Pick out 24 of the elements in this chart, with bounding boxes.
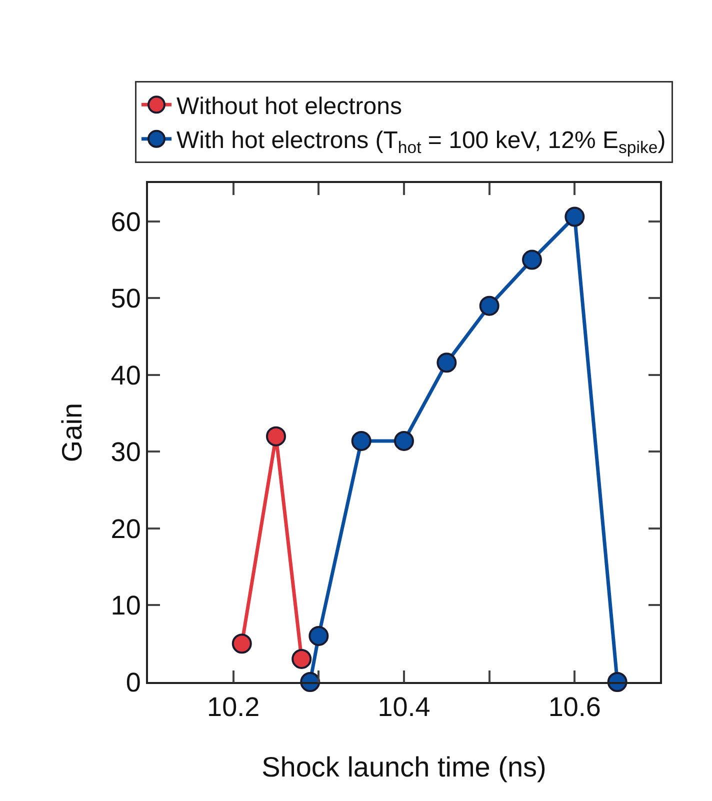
x-axis-title: Shock launch time (ns) xyxy=(262,752,546,782)
y-tick-label: 40 xyxy=(110,360,141,390)
point xyxy=(292,648,312,669)
y-tick-label: 30 xyxy=(110,437,141,468)
legend-label: With hot electrons (T$_{hot}$ = 100 keV, 12% E$_{spike}$) xyxy=(176,127,666,158)
y-tick-label: 10 xyxy=(110,590,141,621)
legend-label: Without hot electrons xyxy=(176,93,402,120)
point xyxy=(351,430,372,451)
y-tick-label: 60 xyxy=(110,206,141,237)
x-tick-label: 10.2 xyxy=(207,692,260,722)
y-axis-title: Gain xyxy=(56,402,88,462)
y-tick-label: 50 xyxy=(110,284,141,314)
point xyxy=(308,626,329,646)
y-tick-label: 0 xyxy=(126,667,141,698)
point xyxy=(479,296,500,316)
point xyxy=(266,426,286,446)
point xyxy=(394,430,414,451)
y-tick-label: 20 xyxy=(110,514,141,544)
x-tick-label: 10.6 xyxy=(548,692,601,722)
point xyxy=(436,352,457,373)
point xyxy=(522,250,542,270)
point xyxy=(232,634,252,654)
x-tick-label: 10.4 xyxy=(378,692,430,722)
point xyxy=(564,206,585,227)
